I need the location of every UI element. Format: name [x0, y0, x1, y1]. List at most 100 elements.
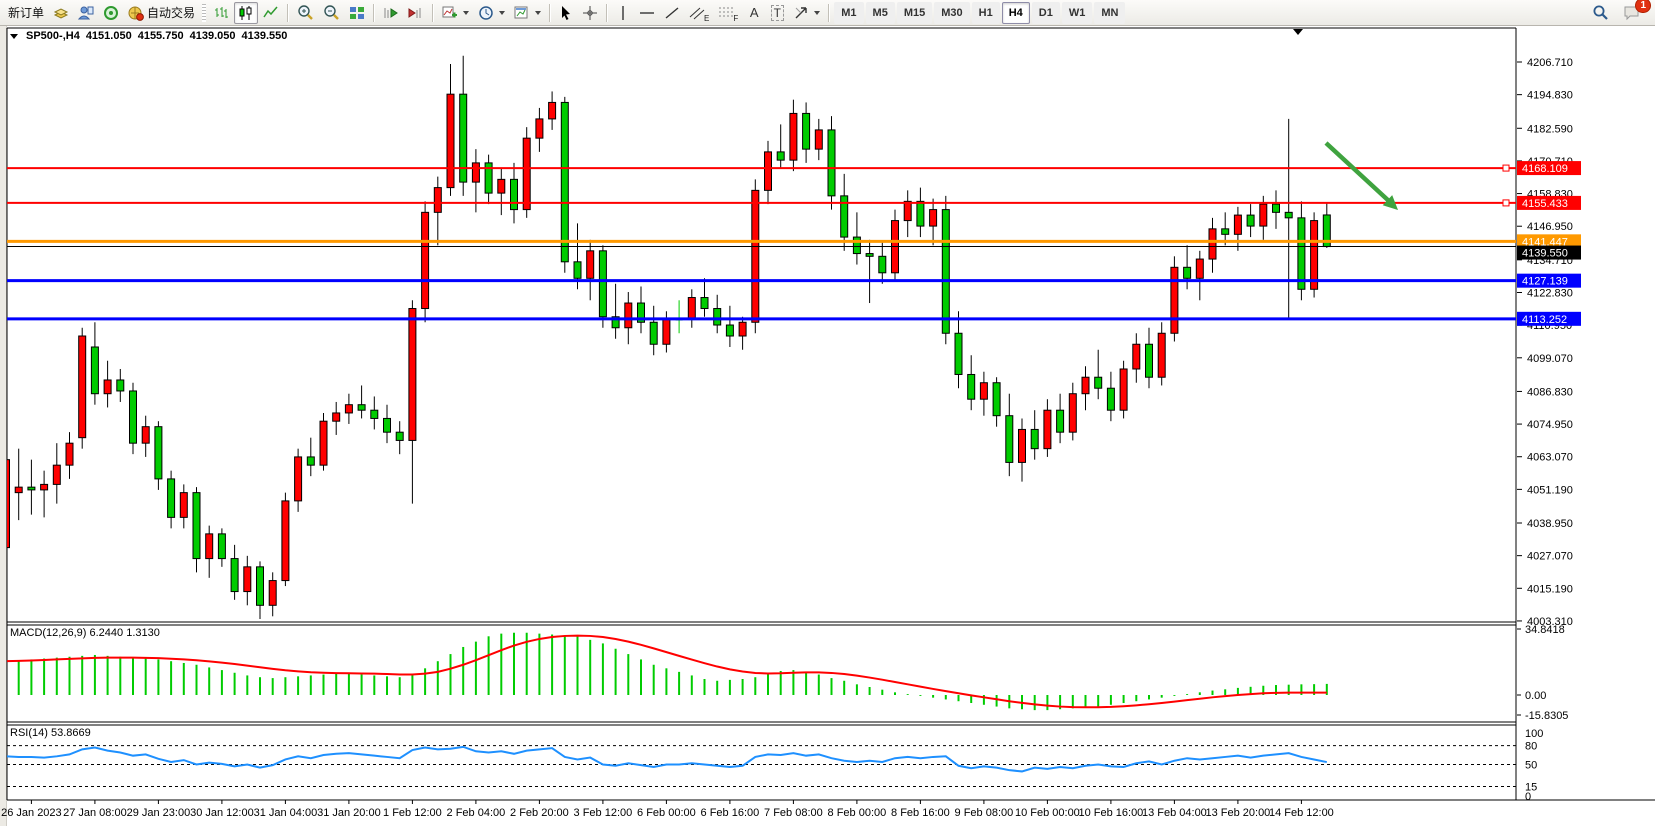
timeframe-group: M1 M5 M15 M30 H1 H4 D1 W1 MN [834, 1, 1126, 24]
tile-windows-button[interactable] [345, 2, 369, 24]
svg-text:7 Feb 08:00: 7 Feb 08:00 [764, 807, 823, 819]
chart-canvas[interactable]: 4206.7104194.8304182.5904170.7104158.830… [0, 26, 1655, 826]
svg-text:4141.447: 4141.447 [1522, 236, 1568, 248]
search-button[interactable] [1588, 2, 1613, 24]
svg-text:80: 80 [1525, 741, 1537, 753]
timeframe-m1[interactable]: M1 [834, 1, 864, 24]
svg-text:4015.190: 4015.190 [1527, 583, 1573, 595]
bar-chart-button[interactable] [209, 2, 233, 24]
svg-text:4086.830: 4086.830 [1527, 386, 1573, 398]
candlestick-chart-button[interactable] [234, 1, 259, 24]
svg-text:34.8418: 34.8418 [1525, 624, 1565, 636]
timeframe-m15[interactable]: M15 [896, 1, 933, 24]
timeframe-m30[interactable]: M30 [934, 1, 970, 24]
indicators-caret [463, 10, 470, 15]
new-order-label: 新订单 [8, 6, 45, 20]
price-axis: 4206.7104194.8304182.5904170.7104158.830… [1517, 57, 1581, 803]
shapes-tool[interactable] [789, 2, 824, 24]
zoom-in-button[interactable] [293, 2, 318, 24]
timeframe-h4[interactable]: H4 [1001, 1, 1030, 24]
label-tool[interactable]: T [766, 2, 788, 24]
periods-button[interactable] [474, 2, 509, 24]
timeframe-mn[interactable]: MN [1094, 1, 1126, 24]
new-chart-icon [53, 7, 69, 19]
svg-text:10 Feb 00:00: 10 Feb 00:00 [1015, 807, 1080, 819]
text-tool-letter: A [749, 5, 759, 20]
svg-text:31 Jan 04:00: 31 Jan 04:00 [254, 807, 318, 819]
trend-arrow-annotation[interactable] [1324, 141, 1398, 210]
templates-button[interactable] [510, 2, 545, 24]
panel-borders [6, 27, 1655, 801]
templates-icon [514, 6, 528, 18]
timeframe-d1[interactable]: D1 [1031, 1, 1060, 24]
crosshair-tool-button[interactable] [578, 2, 602, 24]
svg-text:4168.109: 4168.109 [1522, 163, 1568, 175]
macd-label: MACD(12,26,9) 6.2440 1.3130 [10, 627, 160, 639]
auto-scroll-icon [384, 7, 398, 18]
main-toolbar: 新订单 自动交易 [0, 0, 1655, 26]
autotrading-button[interactable]: 自动交易 [124, 2, 199, 24]
svg-text:31 Jan 20:00: 31 Jan 20:00 [317, 807, 381, 819]
svg-text:10 Feb 16:00: 10 Feb 16:00 [1078, 807, 1143, 819]
fibonacci-letter: F [733, 13, 739, 23]
tile-windows-icon [350, 6, 365, 19]
svg-text:4074.950: 4074.950 [1527, 419, 1573, 431]
vertical-line-tool[interactable] [612, 2, 634, 24]
channel-tool[interactable]: E [685, 2, 713, 24]
svg-text:50: 50 [1525, 760, 1537, 772]
symbol-dropdown-icon[interactable] [10, 33, 18, 39]
profiles-icon [78, 6, 94, 19]
timeframe-m5[interactable]: M5 [865, 1, 895, 24]
trendline-tool[interactable] [660, 2, 684, 24]
horizontal-line-icon [640, 11, 655, 14]
new-order-button[interactable]: 新订单 [4, 2, 48, 24]
svg-text:13 Feb 04:00: 13 Feb 04:00 [1142, 807, 1207, 819]
text-tool[interactable]: A [743, 2, 765, 24]
svg-text:2 Feb 04:00: 2 Feb 04:00 [447, 807, 506, 819]
navigator-button[interactable] [99, 2, 123, 24]
templates-caret [535, 10, 542, 15]
svg-text:26 Jan 2023: 26 Jan 2023 [1, 807, 62, 819]
shapes-caret [814, 10, 821, 15]
new-chart-button[interactable] [49, 2, 73, 24]
svg-text:4027.070: 4027.070 [1527, 551, 1573, 563]
ohlc-low: 4139.050 [189, 30, 236, 42]
indicators-button[interactable] [438, 2, 473, 24]
horizontal-line-tool[interactable] [635, 2, 659, 24]
fibonacci-tool[interactable]: F [714, 2, 742, 24]
svg-text:15: 15 [1525, 782, 1537, 794]
rsi-label: RSI(14) 53.8669 [10, 727, 91, 739]
line-chart-icon [263, 6, 278, 17]
chart-shift-marker[interactable] [1293, 29, 1303, 35]
trendline-icon [665, 6, 679, 19]
svg-text:4127.139: 4127.139 [1522, 276, 1568, 288]
symbol-label: SP500-,H4 [26, 30, 80, 42]
zoom-out-button[interactable] [319, 2, 344, 24]
svg-text:4003.310: 4003.310 [1527, 616, 1573, 628]
cursor-tool-button[interactable] [555, 2, 577, 24]
svg-text:30 Jan 12:00: 30 Jan 12:00 [190, 807, 254, 819]
separator [549, 3, 552, 22]
auto-scroll-button[interactable] [379, 2, 403, 24]
separator [432, 3, 435, 22]
svg-text:29 Jan 23:00: 29 Jan 23:00 [127, 807, 191, 819]
chart-title: SP500-,H4 4151.050 4155.750 4139.050 413… [10, 30, 287, 42]
line-chart-button[interactable] [259, 2, 283, 24]
price-level-badge [1517, 195, 1581, 210]
bar-chart-icon [215, 6, 229, 18]
price-level-lines[interactable] [7, 164, 1516, 321]
svg-text:4206.710: 4206.710 [1527, 57, 1573, 69]
price-level-badge [1517, 311, 1581, 326]
price-level-badge [1517, 273, 1581, 288]
timeframe-h1[interactable]: H1 [971, 1, 1000, 24]
svg-text:4155.433: 4155.433 [1522, 198, 1568, 210]
notifications-button[interactable]: 1 [1619, 0, 1651, 24]
svg-text:4139.550: 4139.550 [1522, 248, 1568, 260]
timeframe-w1[interactable]: W1 [1061, 1, 1093, 24]
chart-shift-button[interactable] [404, 2, 428, 24]
separator [606, 3, 609, 22]
svg-text:100: 100 [1525, 728, 1543, 740]
profiles-button[interactable] [74, 2, 98, 24]
svg-text:4182.590: 4182.590 [1527, 123, 1573, 135]
candlestick-chart-icon [239, 5, 252, 20]
